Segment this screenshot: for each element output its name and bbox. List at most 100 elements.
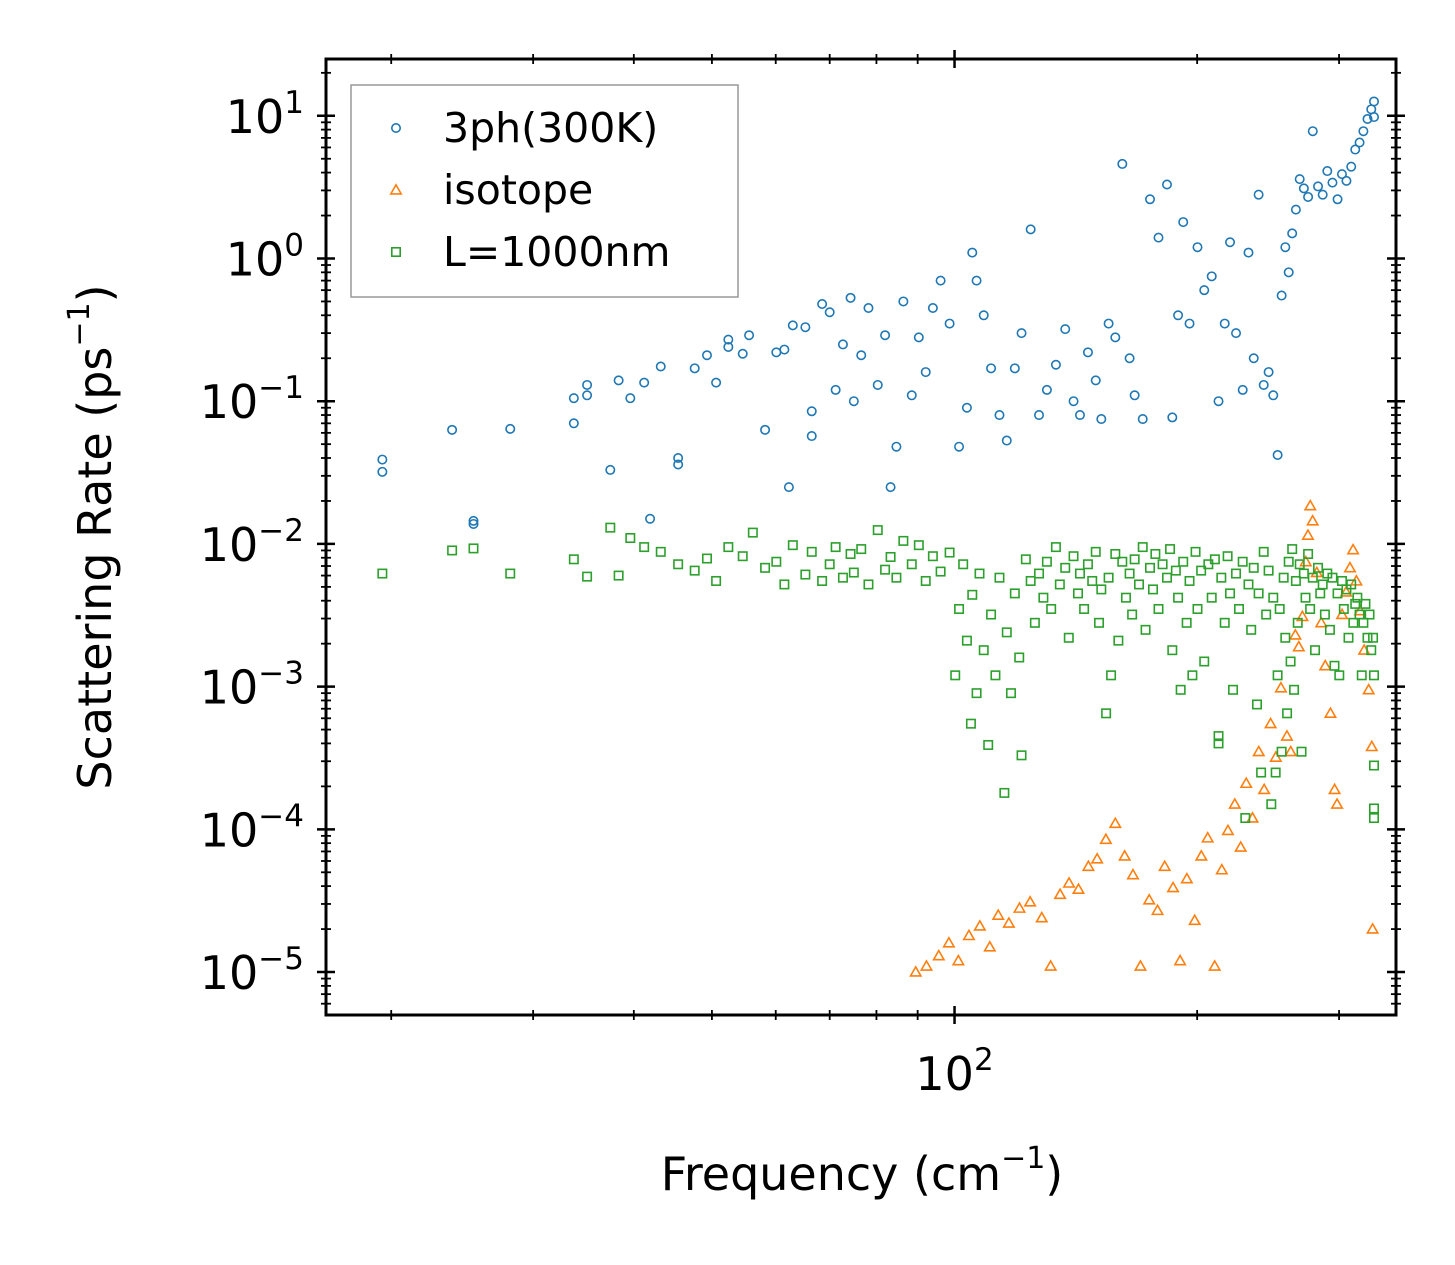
data-point — [817, 575, 828, 586]
data-point — [1025, 224, 1036, 235]
data-point — [1303, 498, 1317, 511]
data-point — [625, 393, 636, 404]
data-point — [1016, 328, 1027, 339]
data-point — [1165, 544, 1176, 555]
data-point — [1009, 363, 1020, 374]
data-point — [1276, 290, 1287, 301]
data-point — [613, 570, 624, 581]
data-point — [920, 367, 931, 378]
data-point — [1251, 699, 1262, 710]
data-point — [1034, 568, 1045, 579]
data-point — [965, 718, 976, 729]
data-point — [744, 330, 755, 341]
data-point — [1303, 548, 1314, 559]
data-point — [848, 567, 859, 578]
data-point — [1298, 568, 1309, 579]
data-point — [1157, 559, 1168, 570]
data-point — [689, 565, 700, 576]
data-point — [1303, 191, 1314, 202]
data-point — [1150, 903, 1165, 916]
data-point — [1213, 731, 1224, 742]
legend-marker-3 — [390, 247, 401, 258]
data-point — [1187, 670, 1198, 681]
data-point — [1117, 556, 1128, 567]
data-point — [1364, 609, 1375, 620]
data-point — [1158, 859, 1172, 872]
data-point — [919, 959, 934, 971]
data-point — [1301, 528, 1315, 540]
y-tick-label: 101 — [226, 85, 304, 144]
data-point — [845, 292, 856, 303]
data-point — [806, 546, 817, 557]
data-point — [771, 556, 782, 567]
data-point — [1369, 112, 1380, 123]
data-point — [655, 546, 666, 557]
tick-labels: 101 100 10−1 10−2 10−3 10−4 10−5 102 — [200, 85, 994, 1101]
data-point — [1068, 551, 1079, 562]
legend-label-3: L=1000nm — [443, 228, 670, 276]
data-point — [1178, 217, 1189, 228]
data-point — [737, 348, 748, 359]
data-point — [806, 406, 817, 417]
data-point — [1336, 169, 1347, 180]
data-point — [1233, 603, 1244, 614]
data-point — [568, 393, 579, 404]
data-point — [880, 330, 891, 341]
data-point — [1206, 271, 1217, 282]
data-point — [885, 551, 896, 562]
data-point — [1327, 572, 1338, 583]
data-point — [1124, 353, 1135, 364]
data-point — [723, 341, 734, 352]
data-point — [1196, 565, 1207, 576]
data-point — [1147, 584, 1158, 595]
data-point — [787, 320, 798, 331]
data-point — [568, 554, 579, 565]
data-point — [673, 459, 684, 470]
data-point — [1029, 617, 1040, 628]
data-point — [1369, 803, 1380, 814]
y-tick-label: 100 — [226, 227, 304, 286]
data-point — [1324, 624, 1335, 635]
y-tick-label: 10−2 — [200, 513, 304, 572]
data-point — [1050, 542, 1061, 553]
data-point — [779, 579, 790, 590]
data-point — [824, 307, 835, 318]
data-point — [1327, 177, 1338, 188]
data-point — [927, 302, 938, 313]
data-point — [1129, 554, 1140, 565]
data-point — [1001, 435, 1012, 446]
data-point — [942, 936, 956, 948]
data-point — [837, 572, 848, 583]
data-point — [913, 332, 924, 343]
data-point — [1216, 572, 1227, 583]
data-point — [954, 603, 965, 614]
data-point — [1014, 652, 1025, 663]
legend-marker-2 — [389, 183, 403, 195]
data-point — [760, 424, 771, 435]
data-point — [1034, 410, 1045, 421]
data-point — [1346, 161, 1357, 172]
data-point — [951, 953, 965, 966]
data-point — [377, 466, 388, 477]
data-point — [1101, 708, 1112, 719]
x-tick-label: 102 — [915, 1042, 993, 1101]
data-point — [1184, 575, 1195, 586]
data-point — [961, 402, 972, 413]
data-point — [974, 568, 985, 579]
data-point — [1280, 632, 1291, 643]
data-point — [1213, 738, 1224, 749]
data-point — [1352, 592, 1363, 603]
data-point — [1108, 816, 1122, 829]
data-point — [1082, 347, 1093, 358]
data-point — [872, 525, 883, 536]
data-point — [920, 575, 931, 586]
data-point — [1334, 670, 1345, 681]
data-point — [1288, 628, 1302, 640]
data-point — [1053, 887, 1067, 900]
data-point — [983, 940, 997, 952]
data-point — [1173, 592, 1184, 603]
data-point — [1280, 729, 1294, 741]
data-point — [711, 377, 722, 388]
data-point — [1134, 579, 1145, 590]
plot-frame — [324, 57, 1398, 1017]
